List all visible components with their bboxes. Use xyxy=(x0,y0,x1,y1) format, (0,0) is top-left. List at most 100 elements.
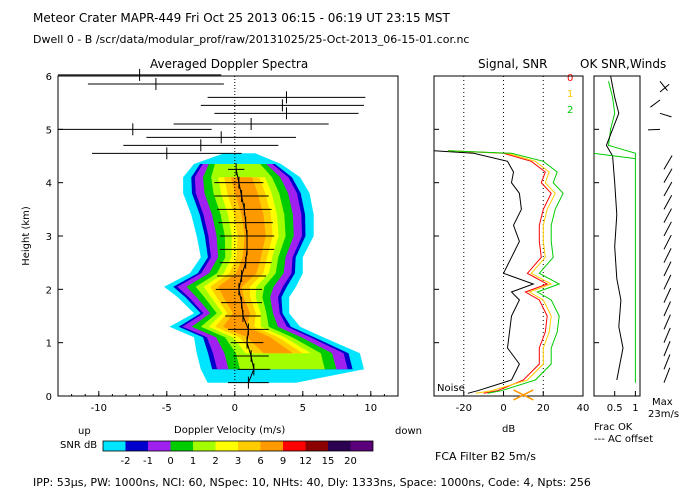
page-title: Meteor Crater MAPR-449 Fri Oct 25 2013 0… xyxy=(33,11,450,25)
signal-x-tick-label: 40 xyxy=(577,403,590,414)
y-tick-label: 2 xyxy=(46,285,52,296)
colorbar-swatch xyxy=(170,441,193,451)
upper-wind-arrow xyxy=(659,112,672,118)
colorbar-swatch-first xyxy=(103,441,126,451)
x-tick-label: -10 xyxy=(91,403,107,414)
max-label: Max xyxy=(652,397,673,408)
wind-arrow xyxy=(663,168,673,183)
colorbar-swatch xyxy=(215,441,238,451)
ok-snr-line xyxy=(605,75,624,381)
colorbar-tick-label: -1 xyxy=(143,456,153,467)
colorbar-swatch xyxy=(193,441,216,451)
y-tick-label: 0 xyxy=(46,392,52,403)
colorbar-swatch xyxy=(125,441,148,451)
doppler-spectra-panel: -10 -5 0 5 10 0 1 2 3 4 5 6 Height (km) xyxy=(21,68,399,414)
winds-panel: 0.5 1 xyxy=(593,75,673,414)
frac-ok-transition xyxy=(593,152,636,160)
series-signal xyxy=(433,150,535,394)
dwell-file-path: Dwell 0 - B /scr/data/modular_prof/raw/2… xyxy=(33,33,470,46)
noise-label: Noise xyxy=(437,383,465,394)
colorbar-swatch xyxy=(238,441,261,451)
colorbar-tick-label: 12 xyxy=(299,456,312,467)
colorbar-tick-label: 9 xyxy=(280,456,286,467)
wind-arrow xyxy=(663,301,671,317)
colorbar-tick-label: 2 xyxy=(212,456,218,467)
doppler-y-axis-title: Height (km) xyxy=(21,206,32,266)
wind-arrow xyxy=(663,327,671,343)
snr-contour-level-7 xyxy=(218,177,293,354)
colorbar-frame xyxy=(102,440,374,452)
mean-velocity-profile xyxy=(235,169,255,383)
y-tick-label: 3 xyxy=(46,232,52,243)
wind-arrow xyxy=(663,234,672,250)
wind-arrow xyxy=(663,155,673,170)
down-label: down xyxy=(395,426,422,437)
doppler-x-axis-title: Doppler Velocity (m/s) xyxy=(174,425,286,436)
colorbar-swatch xyxy=(305,441,328,451)
colorbar-tick-label: 1 xyxy=(190,456,196,467)
ac-offset-dots: --- xyxy=(594,434,605,445)
colorbar-tick-label: 6 xyxy=(257,456,263,467)
colorbar-swatch xyxy=(328,441,351,451)
noise-marker xyxy=(513,389,534,401)
wind-arrow xyxy=(663,367,671,383)
frac-ok-tick-label: 1 xyxy=(632,403,638,414)
series-snr-2 xyxy=(447,150,564,394)
colorbar-tick-label: 0 xyxy=(167,456,173,467)
wind-arrow xyxy=(663,248,672,263)
wind-arrow xyxy=(663,287,672,303)
y-tick-label: 1 xyxy=(46,339,52,350)
colorbar-swatch xyxy=(283,441,306,451)
wind-arrow xyxy=(663,341,671,357)
y-tick-label: 4 xyxy=(46,179,52,190)
wind-arrow xyxy=(663,261,672,277)
wind-arrow xyxy=(663,195,673,210)
ac-offset-text: AC offset xyxy=(608,434,654,445)
x-tick-label: 10 xyxy=(364,403,377,414)
upper-wind-arrow xyxy=(659,83,670,93)
doppler-panel-title: Averaged Doppler Spectra xyxy=(150,57,309,71)
signal-snr-panel: -20 0 20 40 xyxy=(433,75,590,414)
wind-arrow xyxy=(663,274,672,290)
colorbar-tick-label: 15 xyxy=(322,456,335,467)
signal-x-tick-label: 20 xyxy=(537,403,550,414)
series-snr-0 xyxy=(447,150,552,394)
legend-2: 2 xyxy=(567,105,574,116)
snr-colorbar: -2 -1 0 1 2 3 6 9 12 15 20 xyxy=(102,440,374,467)
colorbar-tick-label: 3 xyxy=(235,456,241,467)
wind-arrow xyxy=(663,314,671,330)
signal-x-tick-label: 0 xyxy=(500,403,506,414)
winds-panel-title: OK SNR,Winds xyxy=(580,57,667,71)
signal-panel-title: Signal, SNR xyxy=(478,57,548,71)
x-tick-label: 5 xyxy=(300,403,306,414)
legend-1: 1 xyxy=(567,89,574,100)
colorbar-swatch xyxy=(148,441,171,451)
y-tick-label: 6 xyxy=(46,72,52,83)
wind-arrow xyxy=(663,208,672,223)
wind-arrow xyxy=(663,221,672,237)
x-tick-label: -5 xyxy=(162,403,172,414)
y-tick-label: 5 xyxy=(46,125,52,136)
frac-ok-plot-frame xyxy=(593,75,641,397)
signal-x-axis-title: dB xyxy=(502,424,516,435)
colorbar-tick-label: -2 xyxy=(121,456,131,467)
wind-arrow xyxy=(663,354,671,370)
frac-ok-tick-label: 0.5 xyxy=(607,403,623,414)
upper-wind-arrow xyxy=(650,99,661,108)
upper-wind-arrow xyxy=(659,81,668,92)
series-snr-1 xyxy=(447,150,556,394)
wind-arrow xyxy=(663,181,673,197)
colorbar-swatch xyxy=(350,441,373,451)
legend-0: 0 xyxy=(567,73,574,84)
colorbar-swatch xyxy=(260,441,283,451)
radar-parameters: IPP: 53µs, PW: 1000ns, NCI: 60, NSpec: 1… xyxy=(33,476,591,489)
x-tick-label: 0 xyxy=(232,403,238,414)
max-value: 23m/s xyxy=(648,409,680,420)
signal-plot-frame xyxy=(433,75,584,397)
fca-filter-label: FCA Filter B2 5m/s xyxy=(435,450,536,463)
colorbar-title: SNR dB xyxy=(60,440,98,451)
up-label: up xyxy=(78,426,91,437)
ac-offset-label: --- AC offset xyxy=(594,434,653,446)
signal-x-tick-label: -20 xyxy=(456,403,472,414)
